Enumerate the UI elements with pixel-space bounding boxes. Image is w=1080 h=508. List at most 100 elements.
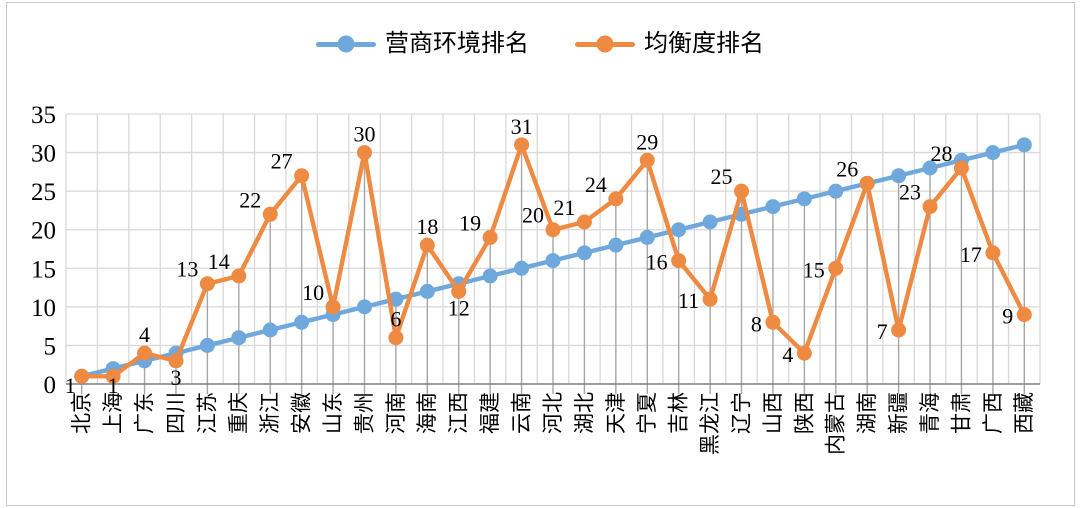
data-label: 21 [553,195,575,220]
series-1-data-point [231,268,247,284]
data-label: 25 [711,164,733,189]
data-label: 12 [448,295,470,320]
series-1-data-point [859,175,875,191]
series-0-data-point [294,314,310,330]
series-1-data-point [639,152,655,168]
series-0-data-point [796,191,812,207]
x-axis-category-label: 宁夏 [635,392,659,434]
series-0-data-point [671,222,687,238]
x-axis-category-label: 北京 [70,392,94,434]
y-axis-tick-label: 10 [31,295,56,322]
series-1-data-point [765,314,781,330]
data-label: 29 [636,129,658,154]
x-axis-category-label: 四川 [164,392,188,434]
x-axis-category-label: 黑龙江 [698,392,722,455]
series-0-data-point [891,168,907,184]
chart-legend: 营商环境排名 均衡度排名 [0,32,1080,56]
data-label: 7 [877,319,888,344]
series-0-data-point [514,260,530,276]
x-axis-category-label: 内蒙古 [824,392,848,455]
data-label: 13 [176,257,198,282]
series-1-data-point [545,222,561,238]
legend-dot-icon [596,35,614,53]
x-axis-category-label: 天津 [604,392,628,434]
data-label: 22 [239,187,261,212]
x-axis-category-label: 青海 [918,392,942,434]
x-axis-category-label: 云南 [510,392,534,434]
series-1-data-point [451,283,467,299]
data-label: 19 [459,210,481,235]
y-axis-tick-label: 30 [31,141,56,168]
series-1-data-point [388,330,404,346]
series-1-data-point [168,353,184,369]
series-1-data-point [891,322,907,338]
x-axis-category-label: 贵州 [352,392,376,434]
y-axis-tick-label: 5 [44,333,57,360]
series-1-data-point [356,145,372,161]
legend-dot-icon [337,35,355,53]
x-axis-category-label: 山东 [321,392,345,434]
y-axis-tick-label: 35 [31,102,56,129]
series-1-data-point [482,229,498,245]
x-axis-category-label: 江苏 [195,392,219,434]
series-0-data-point [545,253,561,269]
series-1-data-point [922,199,938,215]
data-label: 30 [353,122,375,147]
series-1-data-point [1016,307,1032,323]
data-label: 4 [139,322,150,347]
series-0-data-point [985,145,1001,161]
legend-item-business-environment-ranking[interactable]: 营商环境排名 [316,32,529,56]
series-0-data-point [356,299,372,315]
data-label: 15 [803,257,825,282]
data-label: 18 [416,214,438,239]
series-1-data-point [796,345,812,361]
x-axis-category-label: 新疆 [887,392,911,434]
x-axis-category-label: 重庆 [227,392,251,434]
series-1-data-point [419,237,435,253]
x-axis-category-label: 广东 [132,392,156,434]
series-0-data-point [702,214,718,230]
x-axis-category-label: 甘肃 [949,392,973,434]
data-label: 23 [899,180,921,205]
series-0-data-point [639,229,655,245]
series-1-data-point [325,299,341,315]
series-0-data-point [419,283,435,299]
series-1-data-point [702,291,718,307]
data-label: 8 [751,311,762,336]
series-1-data-point [74,368,90,384]
legend-item-balance-degree-ranking[interactable]: 均衡度排名 [575,32,764,56]
series-1-data-point [985,245,1001,261]
x-axis-category-label: 湖北 [572,392,596,434]
series-1-data-point [514,137,530,153]
x-axis-category-label: 浙江 [258,392,282,434]
data-label: 9 [1002,304,1013,329]
series-1-data-point [199,276,215,292]
y-axis-tick-label: 20 [31,218,56,245]
data-label: 27 [271,149,293,174]
series-0-data-point [231,330,247,346]
data-label: 26 [836,156,858,181]
series-1-data-point [953,160,969,176]
series-0-data-point [765,199,781,215]
x-axis-category-label: 湖南 [855,392,879,434]
series-0-data-point [262,322,278,338]
data-label: 16 [646,250,668,275]
x-axis-category-label: 安徽 [290,392,314,434]
series-1-data-point [137,345,153,361]
series-1-data-point [734,183,750,199]
series-1-data-point [608,191,624,207]
y-axis-tick-label: 25 [31,179,56,206]
series-0-data-point [199,337,215,353]
x-axis-category-label: 上海 [101,392,125,434]
series-0-data-point [828,183,844,199]
data-label: 10 [302,280,324,305]
x-axis-category-label: 河南 [384,392,408,434]
x-axis-category-label: 西藏 [1012,392,1036,434]
data-label: 14 [208,249,230,274]
data-label: 24 [585,172,607,197]
series-0-data-point [922,160,938,176]
x-axis-category-label: 河北 [541,392,565,434]
x-axis-category-label: 福建 [478,392,502,434]
